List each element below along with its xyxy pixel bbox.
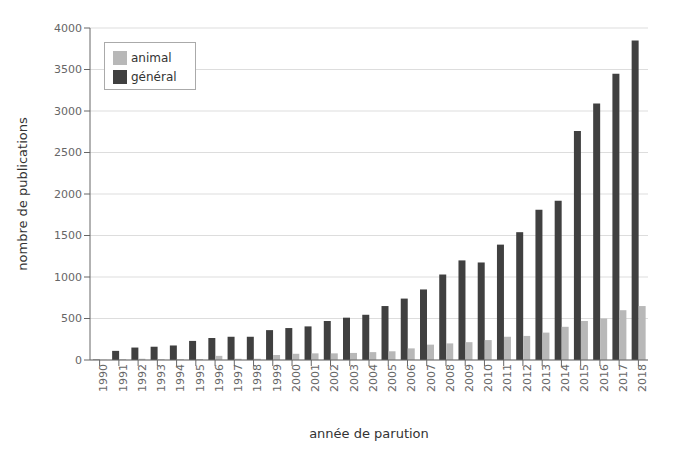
svg-text:1997: 1997 — [232, 364, 245, 392]
svg-text:0: 0 — [75, 354, 82, 367]
svg-text:2011: 2011 — [501, 364, 514, 392]
svg-text:1995: 1995 — [194, 364, 207, 392]
svg-text:2001: 2001 — [309, 364, 322, 392]
html-text:général: général — [131, 70, 177, 84]
svg-text:1996: 1996 — [213, 364, 226, 392]
svg-text:1991: 1991 — [117, 364, 130, 392]
svg-text:1998: 1998 — [251, 364, 264, 392]
svg-text:nombre de publications: nombre de publications — [15, 117, 30, 271]
svg-text:2005: 2005 — [386, 364, 399, 392]
svg-text:2016: 2016 — [598, 364, 611, 392]
svg-text:3500: 3500 — [54, 63, 82, 76]
svg-text:1992: 1992 — [136, 364, 149, 392]
svg-text:2017: 2017 — [617, 364, 630, 392]
svg-text:4000: 4000 — [54, 22, 82, 35]
svg-text:1500: 1500 — [54, 229, 82, 242]
svg-text:500: 500 — [61, 312, 82, 325]
svg-text:2018: 2018 — [636, 364, 649, 392]
svg-text:3000: 3000 — [54, 105, 82, 118]
svg-text:2002: 2002 — [328, 364, 341, 392]
svg-text:2007: 2007 — [425, 364, 438, 392]
svg-text:2000: 2000 — [290, 364, 303, 392]
svg-text:1994: 1994 — [174, 364, 187, 392]
svg-text:1990: 1990 — [97, 364, 110, 392]
svg-text:1993: 1993 — [155, 364, 168, 392]
svg-text:2006: 2006 — [405, 364, 418, 392]
svg-text:2003: 2003 — [348, 364, 361, 392]
svg-text:2000: 2000 — [54, 188, 82, 201]
svg-text:2015: 2015 — [578, 364, 591, 392]
svg-text:année de parution: année de parution — [309, 426, 429, 441]
svg-text:2009: 2009 — [463, 364, 476, 392]
svg-text:2008: 2008 — [444, 364, 457, 392]
svg-text:2014: 2014 — [559, 364, 572, 392]
svg-text:1999: 1999 — [271, 364, 284, 392]
svg-text:2010: 2010 — [482, 364, 495, 392]
svg-text:2500: 2500 — [54, 146, 82, 159]
svg-text:2013: 2013 — [540, 364, 553, 392]
html-text:animal: animal — [131, 51, 172, 65]
svg-text:1000: 1000 — [54, 271, 82, 284]
svg-text:2004: 2004 — [367, 364, 380, 392]
svg-text:2012: 2012 — [521, 364, 534, 392]
